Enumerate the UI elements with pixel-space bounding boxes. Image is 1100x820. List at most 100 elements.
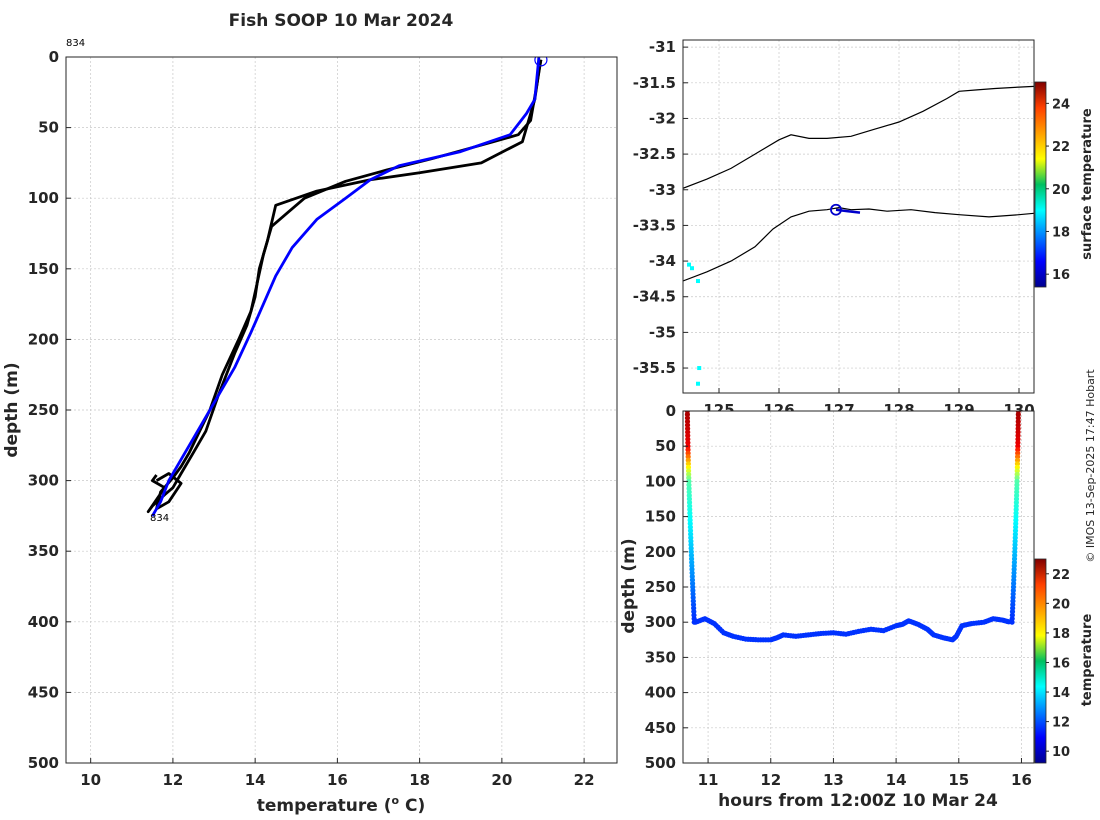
- profile-panel: 10 12 14 16 18 20 22 0 50 100 150 200 250 300 350 400 45…: [2, 38, 618, 816]
- bottom-track-point: [1006, 619, 1012, 625]
- profile-x-tick-label: 18: [409, 771, 430, 789]
- surface-temp-colorbar-tick-label: 20: [1052, 183, 1070, 198]
- surface-temp-point: [687, 262, 691, 267]
- profile-y-tick-label: 350: [28, 542, 59, 560]
- temperature-colorbar: [1034, 558, 1047, 764]
- surface-temp-colorbar-tick-label: 22: [1052, 140, 1070, 155]
- temperature-colorbar-tick-label: 14: [1052, 686, 1070, 701]
- map-panel: 125 126 127 128 129 130-31-31.5-32-32.5-33-33…: [633, 38, 1095, 419]
- profile-y-tick-label: 0: [49, 48, 59, 66]
- map-y-tick-label: -32: [649, 109, 676, 127]
- map-y-tick-label: -31: [649, 38, 676, 56]
- time-y-tick-label: 400: [645, 684, 676, 702]
- temperature-colorbar-tick-label: 12: [1052, 716, 1070, 731]
- surface-temp-point: [696, 279, 700, 284]
- map-axes-box: [682, 39, 1035, 394]
- profile-y-tick-label: 400: [28, 613, 59, 631]
- profile-y-tick-label: 500: [28, 754, 59, 772]
- profile-x-label-suffix: C): [399, 796, 425, 816]
- profile-x-tick-label: 12: [162, 771, 183, 789]
- time-x-tick-label: 13: [823, 771, 844, 789]
- profile-y-tick-label: 100: [28, 189, 59, 207]
- temperature-colorbar-tick-label: 10: [1052, 745, 1070, 760]
- time-y-tick-label: 250: [645, 578, 676, 596]
- profile-x-tick-label: 22: [574, 771, 595, 789]
- profile-x-tick-label: 14: [245, 771, 266, 789]
- time-x-tick-label: 11: [698, 771, 719, 789]
- map-content: [683, 85, 1034, 386]
- time-y-tick-label: 500: [645, 754, 676, 772]
- profile-line-profile-2: [155, 59, 543, 511]
- profile-annotation-bottom: 834: [150, 513, 169, 524]
- time-y-tick-label: 100: [645, 472, 676, 490]
- temperature-colorbar-tick-label: 18: [1052, 627, 1070, 642]
- map-y-tick-label: -34: [649, 252, 676, 270]
- chart-title: Fish SOOP 10 Mar 2024: [229, 11, 454, 31]
- temperature-colorbar-tick-label: 22: [1052, 568, 1070, 583]
- time-y-tick-label: 300: [645, 613, 676, 631]
- time-x-tick-label: 12: [760, 771, 781, 789]
- profile-x-tick-label: 20: [491, 771, 512, 789]
- surface-temp-point: [690, 266, 694, 271]
- time-points: [684, 411, 1021, 643]
- map-y-tick-label: -33.5: [633, 216, 676, 234]
- time-x-tick-label: 15: [948, 771, 969, 789]
- map-y-tick-label: -35.5: [633, 359, 676, 377]
- coastline-north: [683, 85, 1034, 189]
- profile-x-label-sup: o: [392, 794, 400, 807]
- profile-x-axis-label: temperature (o C): [257, 794, 426, 816]
- profile-grid: [66, 56, 617, 764]
- surface-temp-colorbar-tick-label: 24: [1052, 97, 1070, 112]
- time-y-tick-label: 450: [645, 719, 676, 737]
- profile-y-tick-label: 150: [28, 260, 59, 278]
- time-y-tick-label: 0: [666, 402, 676, 420]
- surface-temp-colorbar-tick-label: 16: [1052, 268, 1070, 283]
- map-y-tick-label: -31.5: [633, 74, 676, 92]
- time-y-tick-label: 200: [645, 543, 676, 561]
- profile-x-tick-label: 10: [80, 771, 101, 789]
- time-x-tick-label: 14: [886, 771, 907, 789]
- map-y-tick-label: -35: [649, 323, 676, 341]
- profile-y-tick-label: 450: [28, 683, 59, 701]
- surface-temp-colorbar: [1034, 81, 1047, 288]
- profile-line-profile-3: [151, 57, 541, 517]
- profile-y-tick-label: 300: [28, 472, 59, 490]
- time-x-axis-label: hours from 12:00Z 10 Mar 24: [718, 791, 998, 811]
- profile-ticks: 10 12 14 16 18 20 22 0 50 100 150 200 250 300 350 400 45…: [28, 48, 595, 789]
- surface-temp-colorbar-ticks: 16 18 20 22 24: [1046, 97, 1070, 283]
- ship-track: [835, 208, 861, 214]
- time-y-tick-label: 50: [655, 437, 676, 455]
- time-ticks: 11 12 13 14 15 16 0 50 100 150 200 250 300 350 400 450 5…: [645, 402, 1032, 789]
- surface-temp-colorbar-label: surface temperature: [1080, 108, 1095, 260]
- profile-y-tick-label: 200: [28, 330, 59, 348]
- map-y-tick-label: -33: [649, 181, 676, 199]
- time-panel: 11 12 13 14 15 16 0 50 100 150 200 250 300 350 400 450 5…: [619, 402, 1095, 811]
- profile-x-label-main: temperature (: [257, 796, 392, 816]
- surface-temp-point: [696, 381, 700, 386]
- ship-position-marker: [830, 203, 842, 216]
- map-y-tick-label: -34.5: [633, 288, 676, 306]
- temperature-colorbar-tick-label: 16: [1052, 656, 1070, 671]
- time-y-tick-label: 150: [645, 508, 676, 526]
- profile-y-axis-label: depth (m): [2, 362, 22, 457]
- profile-x-tick-label: 16: [327, 771, 348, 789]
- profile-start-marker: [534, 57, 548, 67]
- map-grid: [683, 40, 1034, 393]
- map-ticks: 125 126 127 128 129 130-31-31.5-32-32.5-33-33…: [633, 38, 1035, 419]
- time-y-axis-label: depth (m): [619, 538, 639, 633]
- coastline-south: [683, 206, 1034, 282]
- temperature-colorbar-tick-label: 20: [1052, 597, 1070, 612]
- profile-series: [146, 57, 548, 517]
- map-y-tick-label: -32.5: [633, 145, 676, 163]
- profile-y-tick-label: 50: [38, 119, 59, 137]
- time-x-tick-label: 16: [1011, 771, 1032, 789]
- profile-line-profile-1: [146, 59, 543, 514]
- surface-temp-colorbar-tick-label: 18: [1052, 225, 1070, 240]
- temperature-colorbar-label: temperature: [1080, 614, 1095, 707]
- profile-annotation-top: 834: [66, 38, 85, 49]
- temperature-colorbar-ticks: 10 12 14 16 18 20 22: [1046, 568, 1070, 760]
- time-y-tick-label: 350: [645, 648, 676, 666]
- imos-watermark: © IMOS 13-Sep-2025 17:47 Hobart: [1084, 369, 1097, 563]
- surface-temp-point: [697, 366, 702, 371]
